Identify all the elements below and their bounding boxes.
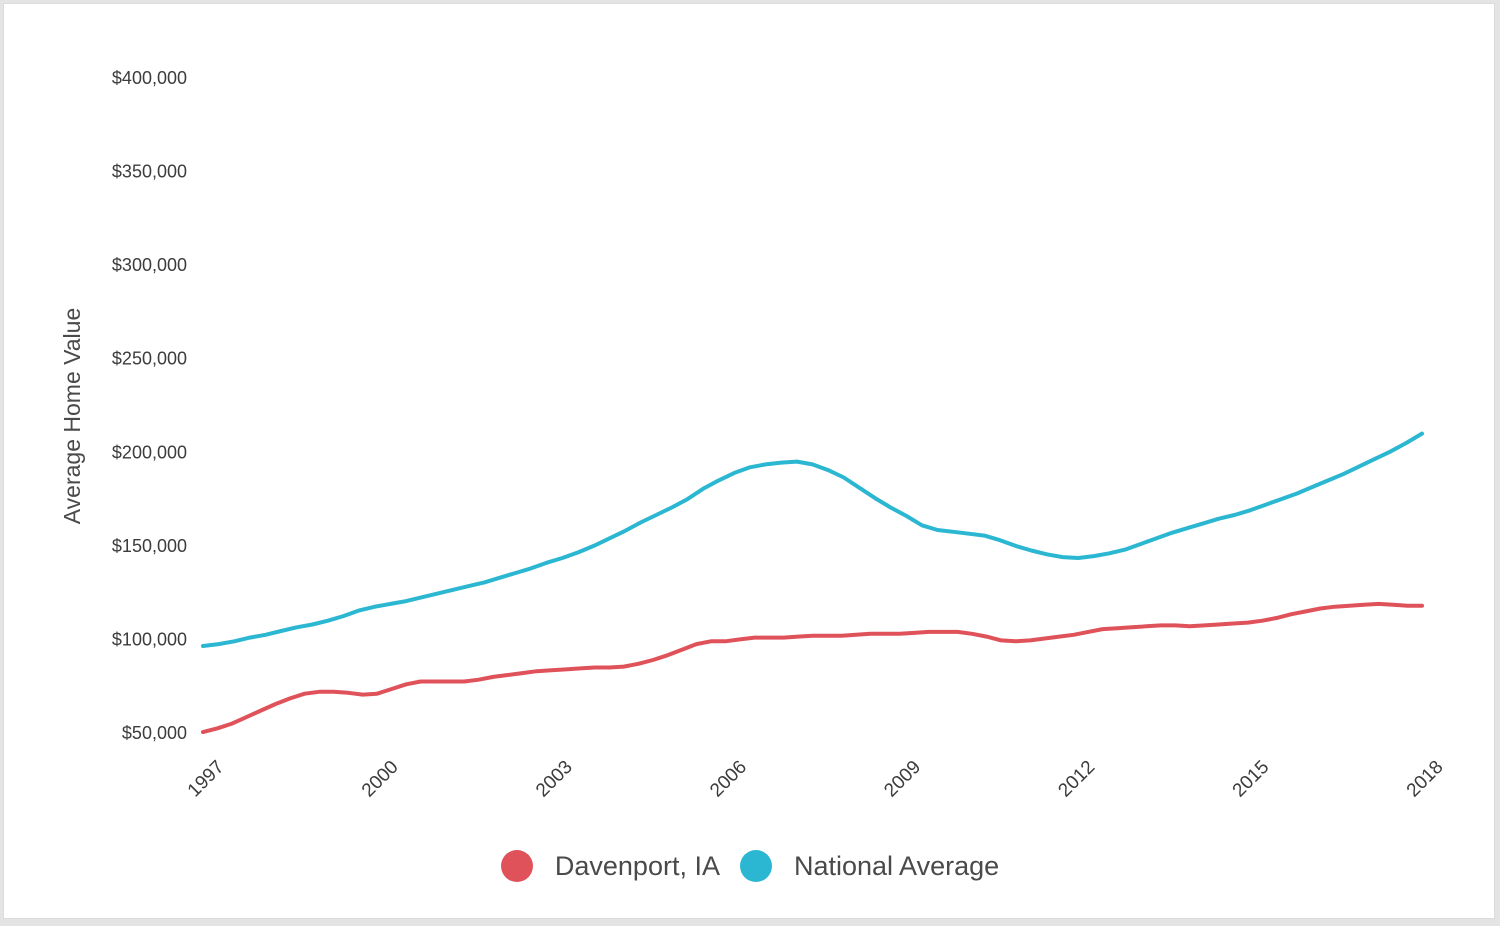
y-axis-title: Average Home Value [59,308,85,525]
legend-item-national-average[interactable]: National Average [739,850,1000,882]
x-tick-label: 2003 [532,757,577,802]
y-axis-ticks: $50,000 $100,000 $150,000 $200,000 $250,000 $… [112,68,187,743]
y-tick-label: $150,000 [112,536,187,556]
y-tick-label: $50,000 [122,723,187,743]
series-line-davenport [201,601,1424,735]
legend-label-national-average: National Average [793,850,1000,881]
y-tick-label: $300,000 [112,255,187,275]
x-tick-label: 2018 [1403,757,1448,802]
legend-label-davenport: Davenport, IA [554,850,720,881]
x-tick-label: 2000 [358,757,403,802]
series-line-national-average [201,431,1424,648]
y-tick-label: $250,000 [112,349,187,369]
legend-marker-davenport [500,850,533,882]
y-tick-label: $100,000 [112,629,187,649]
legend-item-davenport[interactable]: Davenport, IA [500,850,720,882]
chart-frame [3,3,1495,919]
x-tick-label: 2009 [880,757,925,802]
x-tick-label: 2006 [706,757,751,802]
y-tick-label: $200,000 [112,442,187,462]
legend-marker-national-average [739,850,772,882]
y-tick-label: $400,000 [112,68,187,88]
x-tick-label: 2015 [1229,757,1274,802]
series-layer [201,431,1424,735]
x-tick-label: 2012 [1055,757,1100,802]
legend: Davenport, IA National Average [0,850,1500,882]
x-tick-label: 1997 [184,757,229,802]
y-tick-label: $350,000 [112,162,187,182]
x-axis-ticks: 1997 2000 2003 2006 2009 2012 2015 2018 [184,757,1448,802]
